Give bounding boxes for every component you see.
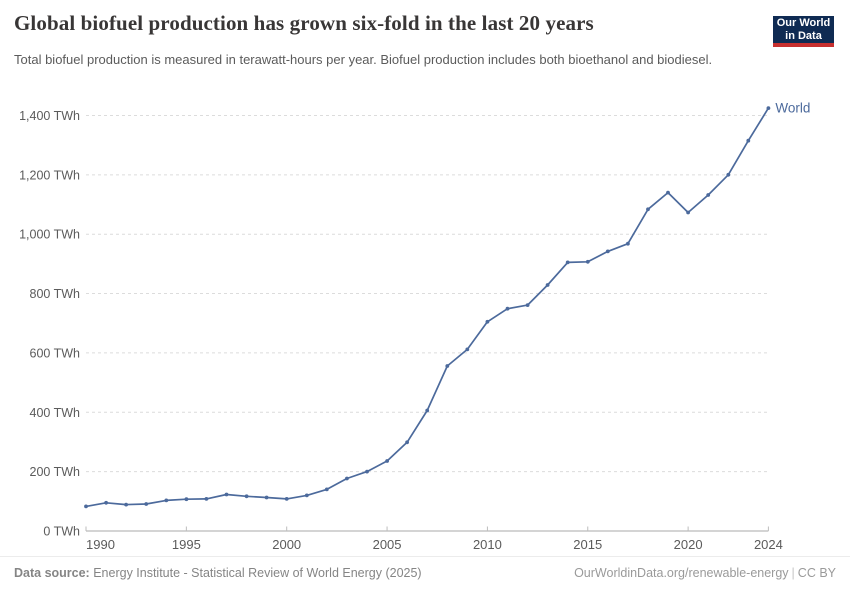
data-point[interactable] — [124, 502, 128, 507]
data-source-note: Data source: Energy Institute - Statisti… — [14, 566, 422, 580]
data-point[interactable] — [164, 498, 169, 503]
data-point[interactable] — [465, 347, 470, 352]
x-axis — [85, 526, 769, 532]
data-point[interactable] — [385, 459, 389, 463]
data-point[interactable] — [585, 259, 590, 264]
data-point[interactable] — [184, 497, 189, 502]
footer-divider — [0, 556, 850, 557]
data-point[interactable] — [626, 241, 630, 246]
owid-logo: Our World in Data — [773, 16, 834, 47]
y-tick-label: 0 TWh — [43, 525, 80, 539]
x-axis-labels: 1990 1995 2000 2005 2010 2015 2020 2024 — [86, 537, 783, 552]
data-point[interactable] — [365, 469, 369, 474]
data-source-label: Data source: — [14, 566, 90, 580]
data-point[interactable] — [284, 497, 289, 501]
data-point[interactable] — [666, 190, 670, 195]
data-point[interactable] — [646, 207, 650, 212]
data-point[interactable] — [84, 504, 88, 509]
data-point[interactable] — [505, 306, 510, 311]
data-point[interactable] — [425, 408, 430, 413]
x-tick-label: 1995 — [172, 537, 201, 552]
series-line-world[interactable] — [85, 107, 770, 508]
chart-subtitle: Total biofuel production is measured in … — [14, 52, 713, 67]
data-source-text: Energy Institute - Statistical Review of… — [89, 566, 422, 580]
license-label[interactable]: CC BY — [797, 566, 836, 580]
data-point[interactable] — [204, 497, 209, 501]
data-point[interactable] — [746, 138, 751, 143]
data-point[interactable] — [304, 493, 309, 498]
x-tick-label: 2024 — [754, 537, 783, 552]
owid-logo-line2: in Data — [785, 30, 822, 42]
x-tick-label: 2010 — [473, 537, 502, 552]
data-point[interactable] — [565, 260, 570, 265]
data-point[interactable] — [525, 303, 530, 307]
owid-url-link[interactable]: OurWorldinData.org/renewable-energy — [574, 566, 789, 580]
data-point[interactable] — [264, 495, 269, 500]
y-tick-label: 200 TWh — [30, 465, 81, 479]
series-label-world: World — [775, 101, 810, 116]
x-tick-label: 2000 — [272, 537, 301, 552]
data-point[interactable] — [405, 440, 409, 445]
data-point[interactable] — [224, 492, 229, 497]
y-tick-label: 1,400 TWh — [19, 109, 80, 123]
data-point[interactable] — [686, 210, 690, 215]
y-tick-label: 1,000 TWh — [19, 228, 80, 242]
data-point[interactable] — [726, 172, 731, 177]
data-point[interactable] — [605, 249, 610, 254]
y-axis-labels: 0 TWh 200 TWh 400 TWh 600 TWh 800 TWh 1,000 T… — [19, 109, 80, 539]
data-point[interactable] — [104, 500, 108, 505]
x-tick-label: 2005 — [373, 537, 402, 552]
series-points-world[interactable] — [84, 106, 771, 509]
footer-separator: | — [791, 566, 795, 580]
footer-credits: OurWorldinData.org/renewable-energy | CC B… — [574, 566, 836, 580]
x-tick-label: 2015 — [573, 537, 602, 552]
page-title: Global biofuel production has grown six-… — [14, 11, 594, 35]
y-tick-label: 400 TWh — [30, 406, 81, 420]
y-gridlines — [86, 114, 769, 473]
x-tick-label: 1990 — [86, 537, 115, 552]
data-point[interactable] — [545, 283, 550, 287]
x-tick-label: 2020 — [674, 537, 703, 552]
data-point[interactable] — [445, 364, 450, 368]
data-point[interactable] — [766, 106, 771, 110]
data-point[interactable] — [324, 487, 329, 492]
y-tick-label: 800 TWh — [30, 287, 81, 301]
y-tick-label: 1,200 TWh — [19, 168, 80, 182]
y-tick-label: 600 TWh — [30, 346, 81, 360]
owid-logo-line1: Our World — [776, 17, 831, 29]
data-point[interactable] — [706, 193, 711, 197]
data-point[interactable] — [345, 476, 349, 481]
data-point[interactable] — [485, 319, 490, 324]
data-point[interactable] — [244, 494, 249, 499]
data-point[interactable] — [144, 502, 149, 506]
